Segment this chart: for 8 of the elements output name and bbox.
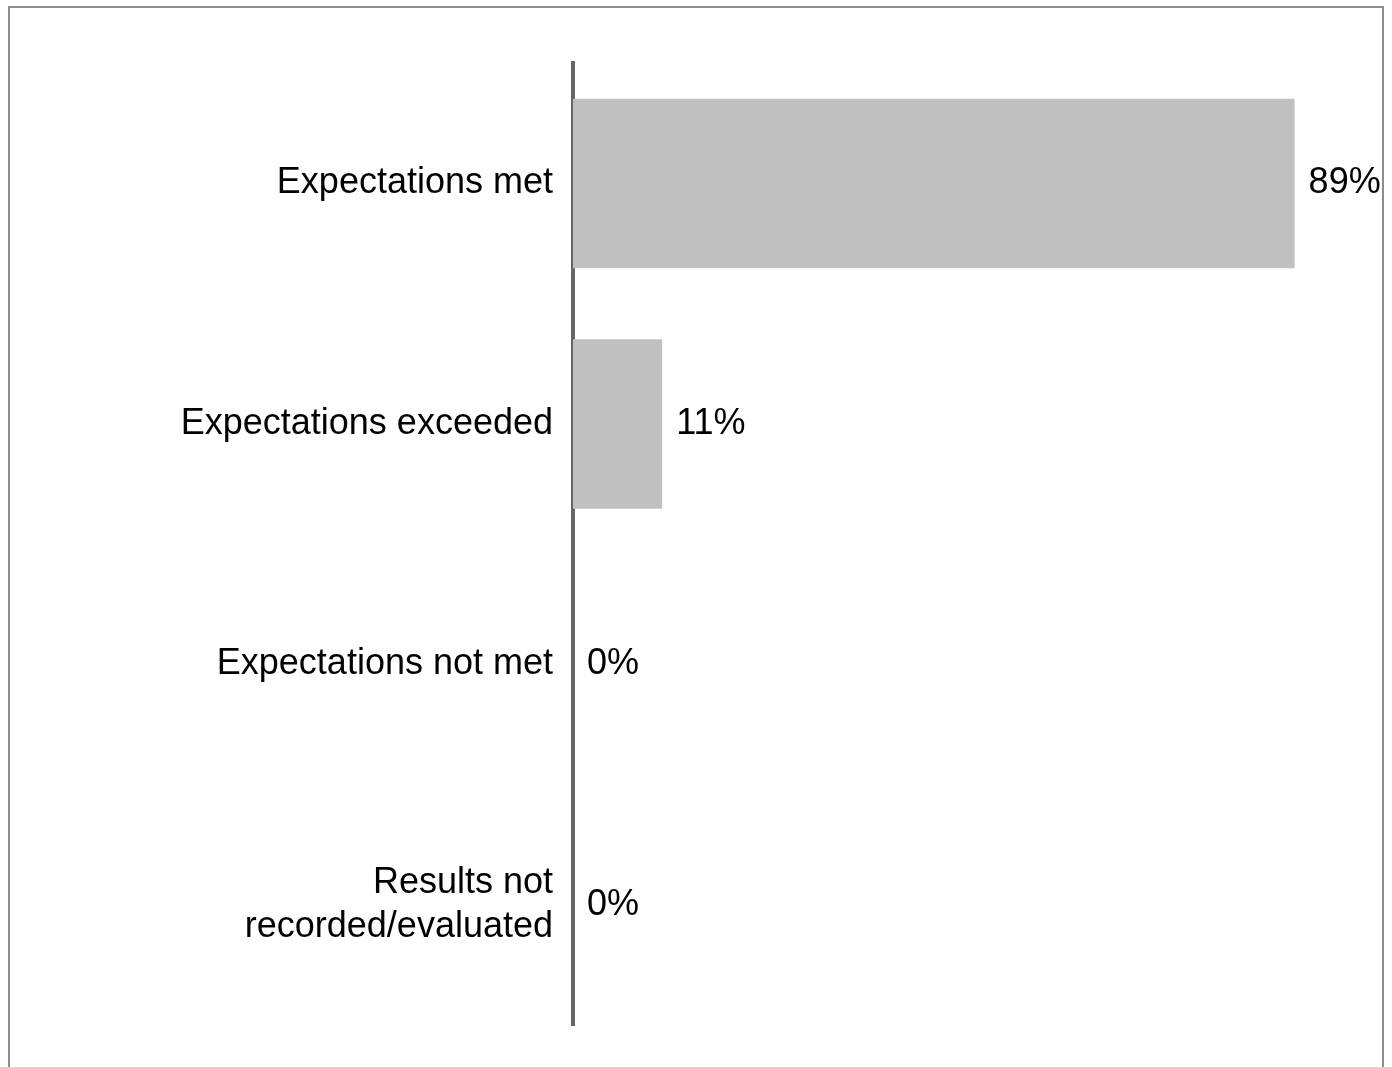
y-tick-label: Results not recorded/evaluated (244, 860, 553, 945)
data-label: 89% (1308, 160, 1381, 202)
data-label: 0% (587, 882, 640, 924)
y-tick-label: Expectations met (276, 160, 553, 202)
data-label: 0% (587, 641, 640, 683)
y-tick-label: Expectations exceeded (180, 400, 553, 442)
data-label: 11% (676, 400, 746, 442)
y-tick-label: Expectations not met (216, 641, 553, 683)
